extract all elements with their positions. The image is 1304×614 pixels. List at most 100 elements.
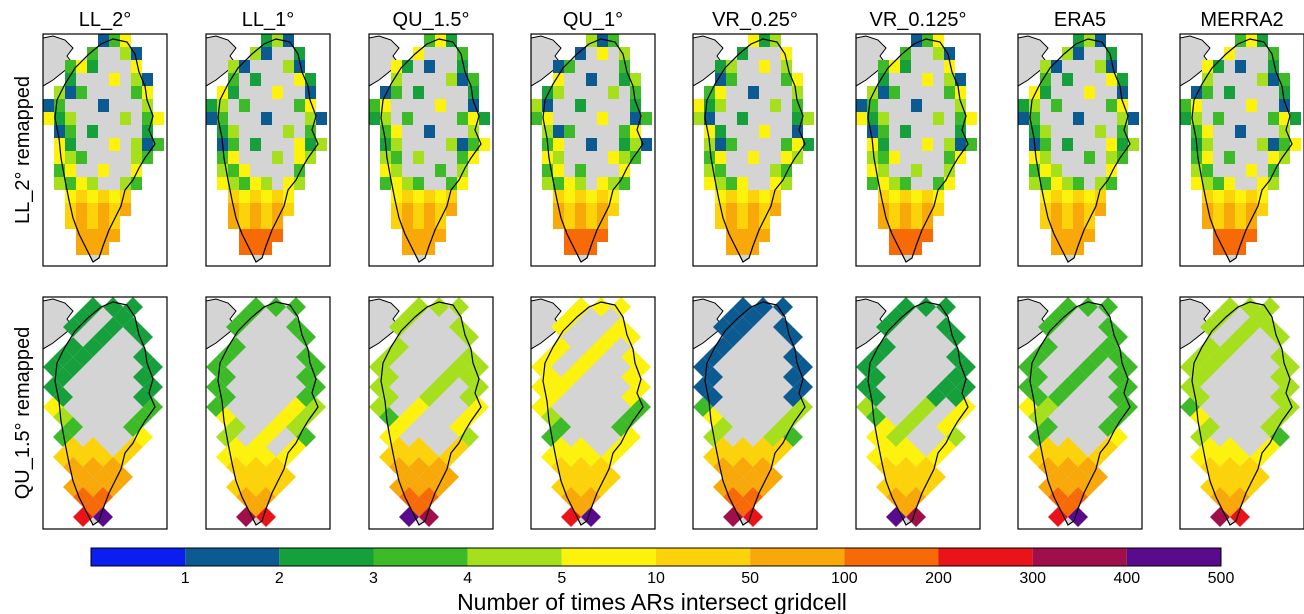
grid-cell — [1106, 73, 1117, 86]
colorbar-tick-label: 10 — [647, 570, 665, 587]
grid-cell — [1202, 190, 1213, 203]
grid-cell — [131, 151, 142, 164]
panel-frame — [42, 296, 168, 530]
column-title: VR_0.25° — [712, 9, 798, 31]
grid-cell — [792, 73, 803, 86]
column-title: ERA5 — [1054, 9, 1106, 31]
grid-cell — [1062, 177, 1073, 190]
grid-cell — [424, 229, 435, 242]
grid-cell — [1084, 216, 1095, 229]
grid-cell — [305, 112, 316, 125]
grid-cell — [294, 151, 305, 164]
grid-cell — [726, 177, 737, 190]
grid-cell — [1040, 164, 1051, 177]
grid-cell — [402, 242, 413, 255]
grid-cell — [1106, 151, 1117, 164]
grid-cell — [294, 177, 305, 190]
grid-cell — [564, 242, 575, 255]
grid-cell — [1235, 34, 1246, 47]
grid-cell — [542, 164, 553, 177]
grid-cell — [1202, 151, 1213, 164]
grid-cell — [564, 177, 575, 190]
grid-cell — [131, 177, 142, 190]
grid-cell — [250, 242, 261, 255]
grid-cell — [1117, 86, 1128, 99]
grid-cell — [619, 60, 630, 73]
grid-cell — [1202, 60, 1213, 73]
grid-cell — [446, 73, 457, 86]
grid-cell — [737, 242, 748, 255]
greenland-coastline — [380, 301, 482, 526]
grid-cell — [867, 99, 878, 112]
grid-cell — [380, 99, 391, 112]
grid-cell — [43, 99, 54, 112]
map-panel — [42, 296, 168, 530]
grid-cell — [468, 86, 479, 99]
colorbar-swatch — [844, 548, 939, 566]
grid-cell — [693, 99, 704, 112]
grid-cell — [369, 99, 380, 112]
grid-cell — [1224, 177, 1235, 190]
grid-cell — [468, 151, 479, 164]
grid-cell — [748, 203, 759, 216]
grid-cell — [1257, 190, 1268, 203]
column-title: QU_1.5° — [393, 9, 470, 31]
grid-cell — [1106, 164, 1117, 177]
grid-cell — [1117, 138, 1128, 151]
grid-cell — [597, 229, 608, 242]
grid-cell — [1191, 86, 1202, 99]
grid-cell — [391, 177, 402, 190]
grid-cell — [1180, 99, 1191, 112]
grid-cell — [65, 73, 76, 86]
grid-cell — [1202, 216, 1213, 229]
grid-cell — [1029, 86, 1040, 99]
grid-cell — [413, 203, 424, 216]
grid-cell — [283, 34, 294, 47]
grid-cell — [911, 216, 922, 229]
grid-cell — [435, 190, 446, 203]
grid-cell — [1084, 34, 1095, 47]
grid-cell — [1246, 229, 1257, 242]
column-title: VR_0.125° — [870, 9, 967, 31]
grid-cell — [283, 190, 294, 203]
grid-cell — [413, 86, 424, 99]
grid-cell — [1213, 242, 1224, 255]
grid-cell — [217, 86, 228, 99]
grid-cell — [933, 190, 944, 203]
grid-cell — [305, 73, 316, 86]
grid-cell — [1279, 138, 1290, 151]
grid-cell — [98, 216, 109, 229]
grid-cell — [781, 164, 792, 177]
grid-cell — [76, 229, 87, 242]
grid-cell — [597, 216, 608, 229]
greenland-coastline — [217, 301, 319, 526]
colorbar-tick-label: 100 — [831, 570, 858, 587]
grid-cell — [1268, 151, 1279, 164]
grid-cell — [1213, 203, 1224, 216]
grid-cell — [575, 203, 586, 216]
grid-cell — [542, 86, 553, 99]
grid-cell — [748, 151, 759, 164]
grid-cell — [87, 125, 98, 138]
grid-cell — [1202, 177, 1213, 190]
grid-cell — [726, 242, 737, 255]
grid-cell — [65, 177, 76, 190]
grid-cell — [142, 99, 153, 112]
grid-cell — [228, 151, 239, 164]
grid-cell — [726, 203, 737, 216]
grid-cell — [704, 151, 715, 164]
grid-cell — [131, 47, 142, 60]
grid-cell — [900, 229, 911, 242]
grid-cell — [608, 203, 619, 216]
grid-cell — [922, 73, 933, 86]
grid-cell — [142, 73, 153, 86]
grid-cell — [283, 125, 294, 138]
grid-cell — [1128, 138, 1139, 151]
grid-cell — [878, 216, 889, 229]
grid-cell — [261, 229, 272, 242]
map-panel — [368, 296, 494, 530]
grid-cell — [1246, 99, 1257, 112]
grid-cell — [272, 203, 283, 216]
grid-cell — [391, 60, 402, 73]
greenland-coastline — [867, 38, 969, 263]
